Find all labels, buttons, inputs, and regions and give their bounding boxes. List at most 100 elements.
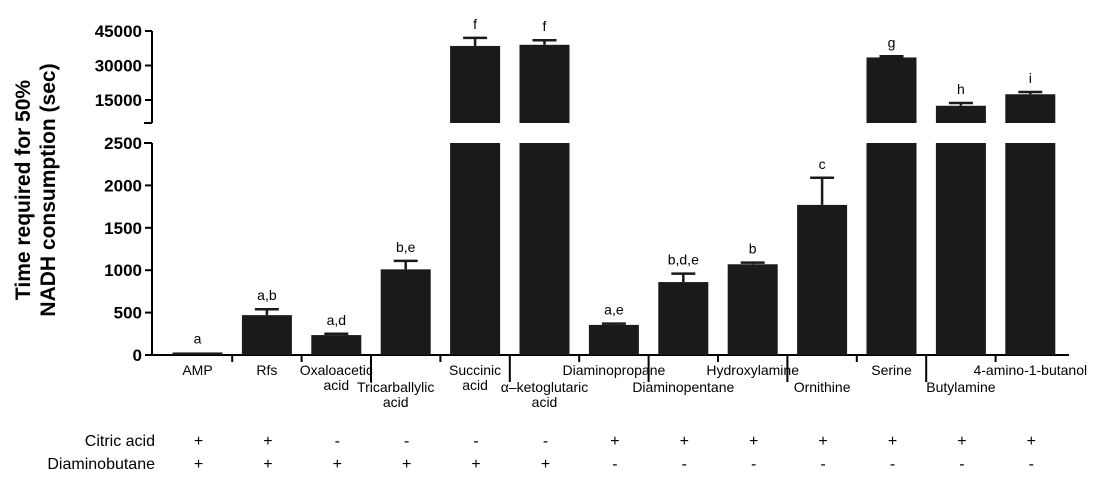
condition-sign: + xyxy=(1027,433,1036,450)
condition-sign: + xyxy=(749,433,758,450)
significance-label: a,e xyxy=(604,302,624,318)
x-category-label-line: Hydroxylamine xyxy=(706,362,799,378)
bar-upper-segment xyxy=(519,44,570,123)
condition-sign: + xyxy=(263,456,272,473)
y-axis-title-line: NADH consumption (sec) xyxy=(37,63,60,316)
bar-upper-segment xyxy=(450,45,501,124)
condition-sign: + xyxy=(194,433,203,450)
condition-sign: + xyxy=(263,433,272,450)
bar xyxy=(450,143,501,355)
condition-sign: - xyxy=(751,456,756,473)
y-tick-label: 500 xyxy=(114,304,142,323)
y-tick-label: 45000 xyxy=(95,22,142,41)
condition-sign: + xyxy=(471,456,480,473)
condition-sign: + xyxy=(541,456,550,473)
y-axis-title-line: Time required for 50% xyxy=(12,80,35,301)
bar xyxy=(241,315,292,355)
x-category-label-line: α–ketoglutaric xyxy=(501,379,588,395)
x-category-label-line: Serine xyxy=(871,362,912,378)
x-category-label: Oxaloacetic acid xyxy=(300,362,373,393)
significance-label: b,d,e xyxy=(668,252,699,268)
x-category-label: Ornithine xyxy=(794,379,851,395)
condition-sign: - xyxy=(612,456,617,473)
bar-upper-segment xyxy=(935,105,986,123)
x-category-label: Hydroxylamine xyxy=(706,362,799,378)
significance-label: b,e xyxy=(396,239,416,255)
condition-sign: + xyxy=(888,433,897,450)
y-tick-label: 1000 xyxy=(104,261,142,280)
bar-upper-segment xyxy=(1005,94,1056,123)
bar xyxy=(172,352,223,355)
y-tick-label: 1500 xyxy=(104,219,142,238)
x-category-label: 4-amino-1-butanol xyxy=(973,362,1087,378)
bar xyxy=(380,269,431,355)
condition-sign: - xyxy=(404,433,409,450)
y-tick-label: 0 xyxy=(133,346,142,365)
condition-row-label: Diaminobutane xyxy=(47,456,155,473)
significance-label: a,b xyxy=(257,287,277,303)
significance-label: g xyxy=(888,34,896,50)
significance-label: f xyxy=(543,18,547,34)
significance-label: c xyxy=(819,156,826,172)
y-tick-label: 2000 xyxy=(104,176,142,195)
x-category-label-line: Butylamine xyxy=(926,379,995,395)
bar xyxy=(311,335,362,355)
bar xyxy=(727,264,778,355)
bar xyxy=(1005,143,1056,355)
condition-sign: - xyxy=(820,456,825,473)
x-category-label: Diaminopropane xyxy=(563,362,666,378)
condition-sign: + xyxy=(818,433,827,450)
x-category-label-line: 4-amino-1-butanol xyxy=(973,362,1087,378)
bar xyxy=(866,143,917,355)
significance-label: a xyxy=(194,330,202,346)
bar xyxy=(588,324,639,355)
x-category-label-line: Rfs xyxy=(256,362,277,378)
x-category-label-line: acid xyxy=(462,377,488,393)
bar xyxy=(935,143,986,355)
x-category-label-line: Tricarballylic xyxy=(357,379,434,395)
x-category-label-line: Succinic xyxy=(449,362,501,378)
x-category-label: Serine xyxy=(871,362,912,378)
condition-sign: + xyxy=(194,456,203,473)
condition-sign: - xyxy=(682,456,687,473)
x-category-label: Rfs xyxy=(256,362,277,378)
significance-label: h xyxy=(957,81,965,97)
x-category-label: Tricarballylic acid xyxy=(357,379,434,410)
y-tick-label: 15000 xyxy=(95,91,142,110)
x-category-label: AMP xyxy=(182,362,212,378)
condition-sign: - xyxy=(1029,456,1034,473)
condition-sign: - xyxy=(543,433,548,450)
condition-sign: + xyxy=(680,433,689,450)
condition-sign: + xyxy=(402,456,411,473)
x-category-label: Butylamine xyxy=(926,379,995,395)
condition-sign: - xyxy=(335,433,340,450)
condition-sign: - xyxy=(473,433,478,450)
x-category-label: Diaminopentane xyxy=(632,379,734,395)
x-category-label-line: Diaminopentane xyxy=(632,379,734,395)
x-category-label-line: Diaminopropane xyxy=(563,362,666,378)
x-category-label-line: AMP xyxy=(182,362,212,378)
significance-label: f xyxy=(473,16,477,32)
condition-row-label: Citric acid xyxy=(85,433,155,450)
significance-label: i xyxy=(1029,70,1032,86)
x-category-label-line: acid xyxy=(532,394,558,410)
condition-sign: + xyxy=(957,433,966,450)
y-tick-label: 2500 xyxy=(104,134,142,153)
bar xyxy=(519,143,570,355)
y-tick-label: 30000 xyxy=(95,57,142,76)
y-axis-title: Time required for 50%NADH consumption (s… xyxy=(12,63,60,316)
condition-sign: - xyxy=(959,456,964,473)
bar xyxy=(658,282,709,355)
bar-upper-segment xyxy=(866,57,917,124)
x-category-label-line: Ornithine xyxy=(794,379,851,395)
x-category-label: α–ketoglutaric acid xyxy=(501,379,588,410)
condition-sign: + xyxy=(610,433,619,450)
condition-sign: + xyxy=(333,456,342,473)
significance-label: b xyxy=(749,241,757,257)
bar xyxy=(797,204,848,355)
condition-sign: - xyxy=(890,456,895,473)
x-category-label-line: acid xyxy=(383,394,409,410)
x-category-label-line: acid xyxy=(323,377,349,393)
significance-label: a,d xyxy=(327,312,346,328)
